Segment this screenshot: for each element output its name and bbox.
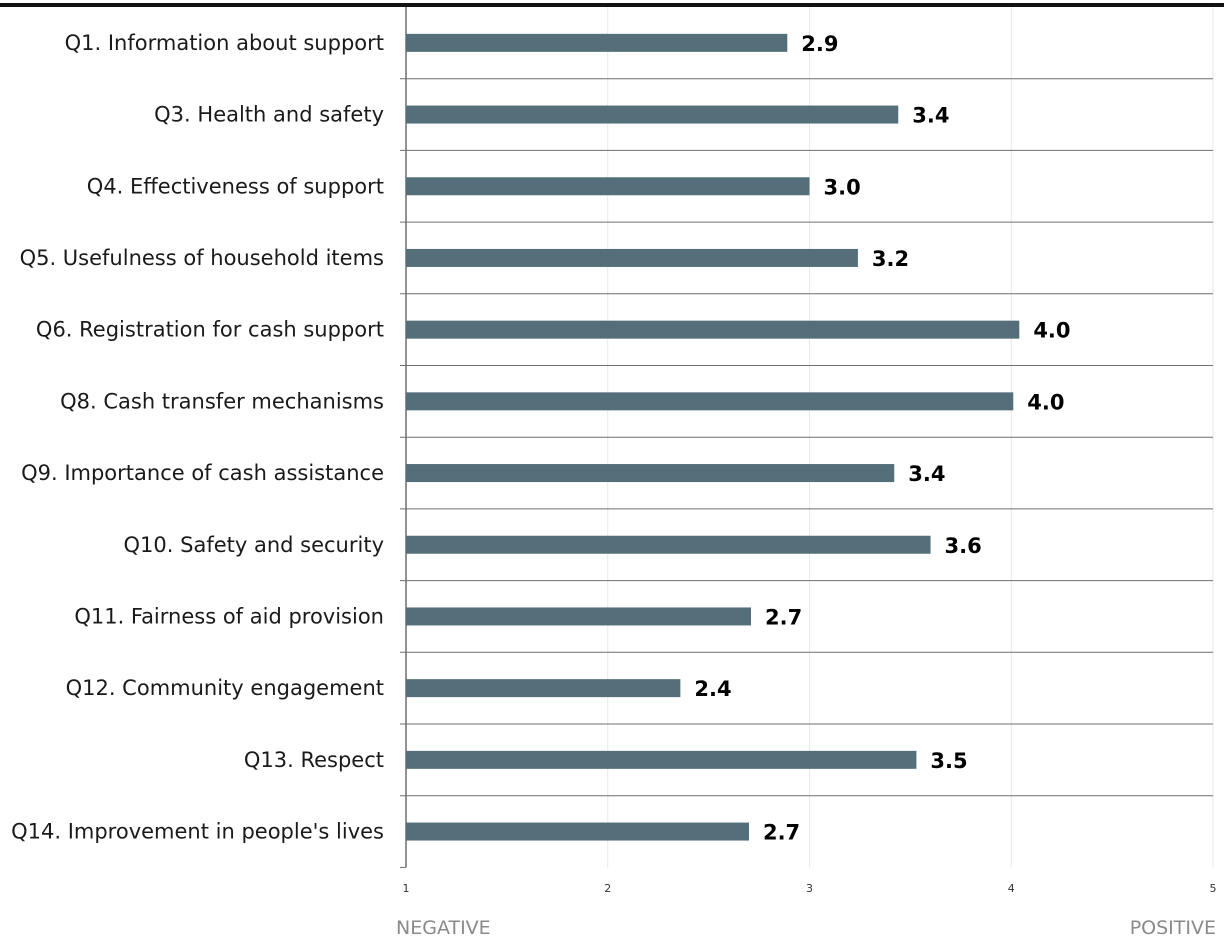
data-label: 3.2 xyxy=(872,247,909,271)
category-label: Q3. Health and safety xyxy=(154,103,384,127)
data-label: 3.0 xyxy=(824,175,861,199)
bar xyxy=(406,248,858,267)
bars xyxy=(406,33,1020,841)
bar xyxy=(406,33,788,52)
bar xyxy=(406,177,810,196)
data-label: 4.0 xyxy=(1033,319,1070,343)
data-label: 2.4 xyxy=(694,677,731,701)
bar xyxy=(406,535,931,554)
category-label: Q10. Safety and security xyxy=(124,533,384,557)
bar xyxy=(406,392,1014,411)
x-tick-label: 3 xyxy=(806,882,813,895)
data-label: 3.5 xyxy=(930,749,967,773)
category-label: Q14. Improvement in people's lives xyxy=(11,820,384,844)
category-label: Q11. Fairness of aid provision xyxy=(74,604,384,628)
bar xyxy=(406,607,751,626)
x-tick-label: 4 xyxy=(1008,882,1015,895)
category-label: Q8. Cash transfer mechanisms xyxy=(60,389,384,413)
x-tick-label: 2 xyxy=(604,882,611,895)
data-label: 3.4 xyxy=(912,104,949,128)
bar xyxy=(406,320,1020,339)
axis-end-label-positive: POSITIVE xyxy=(1130,917,1216,939)
category-label: Q4. Effectiveness of support xyxy=(87,174,384,198)
bar xyxy=(406,822,749,841)
category-label: Q1. Information about support xyxy=(65,31,384,55)
x-tick-label: 5 xyxy=(1210,882,1217,895)
axis-end-label-negative: NEGATIVE xyxy=(396,917,491,939)
x-tick-label: 1 xyxy=(403,882,410,895)
value-labels: 2.9 3.4 3.0 3.2 4.0 4.0 3.4 3.6 2.7 2.4 3.5 2.7 xyxy=(694,32,1070,845)
data-label: 2.7 xyxy=(763,821,800,845)
category-label: Q12. Community engagement xyxy=(66,676,384,700)
bar xyxy=(406,464,895,483)
category-label: Q6. Registration for cash support xyxy=(36,318,384,342)
row-separators xyxy=(400,78,1213,868)
bar xyxy=(406,679,681,698)
data-label: 3.4 xyxy=(908,462,945,486)
category-label: Q9. Importance of cash assistance xyxy=(21,461,384,485)
data-label: 2.9 xyxy=(801,32,838,56)
category-label: Q13. Respect xyxy=(244,748,384,772)
x-tick-labels: 1 2 3 4 5 xyxy=(403,882,1217,895)
data-label: 4.0 xyxy=(1027,390,1064,414)
category-labels: Q1. Information about support Q3. Health … xyxy=(11,31,384,844)
category-label: Q5. Usefulness of household items xyxy=(20,246,384,270)
bar xyxy=(406,105,899,124)
bar xyxy=(406,750,917,769)
data-label: 3.6 xyxy=(945,534,982,558)
data-label: 2.7 xyxy=(765,605,802,629)
